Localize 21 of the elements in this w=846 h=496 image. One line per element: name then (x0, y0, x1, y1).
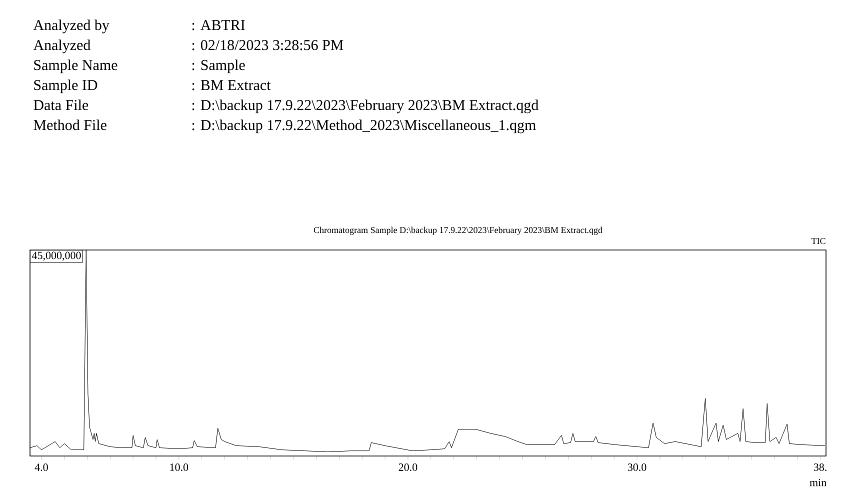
text: Sample Name (34, 60, 118, 74)
x-tick-label: 30.0 (628, 464, 646, 471)
x-tick-label: 38. (814, 464, 826, 471)
x-tick-label: 4.0 (34, 464, 48, 471)
text: : BM Extract (192, 80, 271, 90)
text: : 02/18/2023 3:28:56 PM (192, 40, 344, 50)
chart-title: Chromatogram Sample D:\backup 17.9.22\2023\February 2023\BM Extract.qgd (314, 226, 602, 235)
text: : ABTRI (192, 20, 245, 30)
text: Method File (34, 120, 106, 130)
x-tick-label: 20.0 (398, 464, 418, 471)
text: : D:\backup 17.9.22\Method_2023\Miscellaneous_1.qgm (192, 120, 536, 134)
text: Analyzed (33, 40, 90, 54)
text: Data File (34, 100, 88, 110)
text: Analyzed by (33, 20, 110, 34)
text: TIC (811, 238, 826, 244)
text: : Sample (192, 60, 245, 74)
x-tick-label: 10.0 (170, 464, 188, 471)
text: Sample ID (34, 80, 98, 94)
text: : D:\backup 17.9.22\2023\February 2023\BM Extract.qgd (192, 100, 538, 114)
x-axis-title: min (810, 478, 826, 486)
annotation: 45,000,000 (32, 252, 81, 261)
